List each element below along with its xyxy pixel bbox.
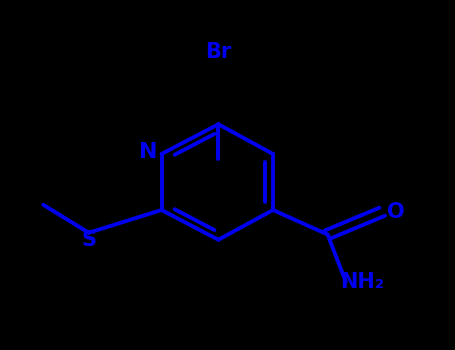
Text: Br: Br — [205, 42, 232, 62]
Text: N: N — [139, 142, 157, 162]
Text: S: S — [81, 230, 96, 251]
Text: O: O — [387, 202, 404, 222]
Text: NH₂: NH₂ — [340, 272, 384, 292]
